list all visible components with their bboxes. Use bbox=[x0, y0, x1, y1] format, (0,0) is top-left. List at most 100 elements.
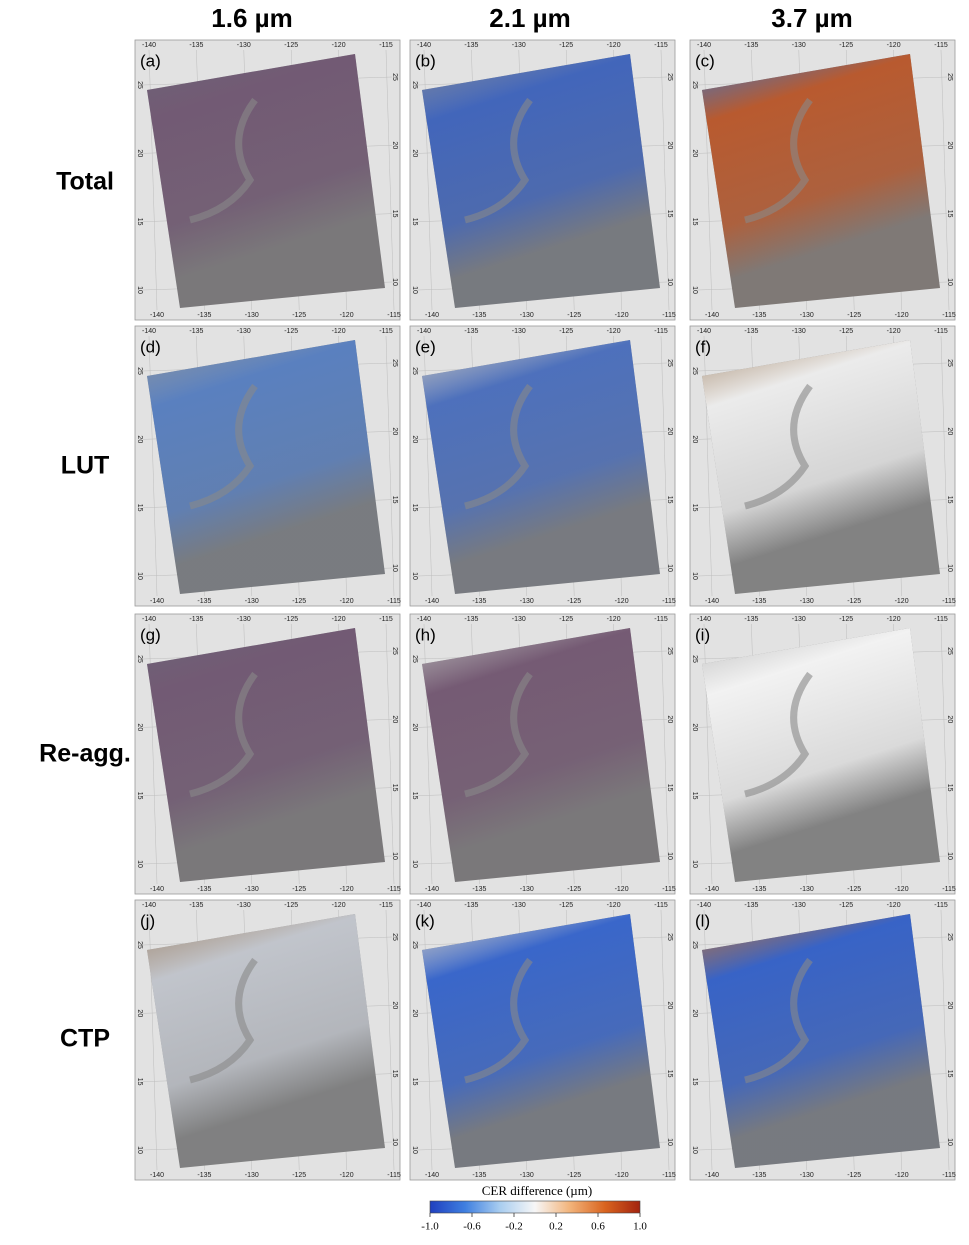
lon-tick-label: -115 bbox=[387, 1172, 401, 1179]
lon-tick-label: -130 bbox=[800, 886, 814, 893]
swath-overlay bbox=[702, 54, 940, 308]
lon-tick-label: -125 bbox=[292, 886, 306, 893]
map-panel: -140-140-135-135-130-130-125-125-120-120… bbox=[410, 40, 676, 320]
lon-tick-label: -130 bbox=[512, 616, 526, 623]
swath-overlay bbox=[702, 340, 940, 594]
lon-tick-label: -140 bbox=[417, 616, 431, 623]
lat-tick-label: 20 bbox=[391, 715, 398, 723]
lon-tick-label: -140 bbox=[425, 312, 439, 319]
lat-tick-label: 15 bbox=[136, 504, 143, 512]
panel-label: (l) bbox=[695, 911, 710, 930]
lon-tick-label: -135 bbox=[197, 598, 211, 605]
map-panel: -140-140-135-135-130-130-125-125-120-120… bbox=[690, 900, 956, 1180]
lon-tick-label: -115 bbox=[654, 902, 668, 909]
lon-tick-label: -125 bbox=[559, 616, 573, 623]
lon-tick-label: -115 bbox=[662, 312, 676, 319]
lon-tick-label: -115 bbox=[934, 616, 948, 623]
colorbar-tick-label: 0.2 bbox=[549, 1221, 563, 1233]
row-label: LUT bbox=[61, 452, 110, 480]
lat-tick-label: 10 bbox=[666, 852, 673, 860]
lat-tick-label: 10 bbox=[691, 286, 698, 294]
lat-tick-label: 20 bbox=[411, 723, 418, 731]
lon-tick-label: -135 bbox=[464, 328, 478, 335]
panel-label: (d) bbox=[140, 337, 161, 356]
lon-tick-label: -140 bbox=[425, 886, 439, 893]
lon-tick-label: -135 bbox=[472, 598, 486, 605]
lon-tick-label: -135 bbox=[744, 42, 758, 49]
lon-tick-label: -115 bbox=[654, 42, 668, 49]
lon-tick-label: -120 bbox=[332, 42, 346, 49]
lat-tick-label: 15 bbox=[391, 1070, 398, 1078]
lon-tick-label: -140 bbox=[142, 902, 156, 909]
lon-tick-label: -130 bbox=[792, 42, 806, 49]
panel-label: (f) bbox=[695, 337, 711, 356]
lat-tick-label: 15 bbox=[691, 504, 698, 512]
swath-overlay bbox=[147, 914, 385, 1168]
row-label: Re-agg. bbox=[39, 740, 131, 768]
lon-tick-label: -115 bbox=[387, 598, 401, 605]
lon-tick-label: -135 bbox=[472, 1172, 486, 1179]
lat-tick-label: 15 bbox=[136, 218, 143, 226]
lat-tick-label: 25 bbox=[391, 359, 398, 367]
lon-tick-label: -140 bbox=[425, 598, 439, 605]
swath-overlay bbox=[422, 54, 660, 308]
lat-tick-label: 10 bbox=[391, 1138, 398, 1146]
lon-tick-label: -115 bbox=[379, 902, 393, 909]
lat-tick-label: 15 bbox=[136, 1078, 143, 1086]
lon-tick-label: -125 bbox=[292, 598, 306, 605]
lat-tick-label: 10 bbox=[691, 1146, 698, 1154]
lon-tick-label: -115 bbox=[662, 1172, 676, 1179]
map-panel: -140-140-135-135-130-130-125-125-120-120… bbox=[135, 40, 401, 320]
lon-tick-label: -115 bbox=[934, 902, 948, 909]
lon-tick-label: -125 bbox=[284, 902, 298, 909]
lon-tick-label: -135 bbox=[464, 42, 478, 49]
lon-tick-label: -140 bbox=[417, 902, 431, 909]
panel-label: (g) bbox=[140, 625, 161, 644]
lat-tick-label: 15 bbox=[666, 1070, 673, 1078]
lat-tick-label: 20 bbox=[411, 1009, 418, 1017]
lon-tick-label: -125 bbox=[559, 328, 573, 335]
lon-tick-label: -125 bbox=[839, 328, 853, 335]
lon-tick-label: -135 bbox=[189, 328, 203, 335]
lon-tick-label: -115 bbox=[379, 42, 393, 49]
lon-tick-label: -120 bbox=[887, 42, 901, 49]
lon-tick-label: -120 bbox=[887, 616, 901, 623]
lon-tick-label: -115 bbox=[942, 886, 956, 893]
swath-overlay bbox=[147, 54, 385, 308]
lon-tick-label: -115 bbox=[654, 616, 668, 623]
lon-tick-label: -135 bbox=[197, 1172, 211, 1179]
lon-tick-label: -140 bbox=[697, 616, 711, 623]
map-panel: -140-140-135-135-130-130-125-125-120-120… bbox=[690, 326, 956, 606]
lon-tick-label: -140 bbox=[150, 312, 164, 319]
lon-tick-label: -115 bbox=[942, 598, 956, 605]
swath-overlay bbox=[422, 914, 660, 1168]
lon-tick-label: -125 bbox=[847, 1172, 861, 1179]
lat-tick-label: 25 bbox=[136, 81, 143, 89]
lon-tick-label: -140 bbox=[697, 902, 711, 909]
lon-tick-label: -125 bbox=[847, 598, 861, 605]
lon-tick-label: -130 bbox=[237, 616, 251, 623]
lon-tick-label: -115 bbox=[942, 1172, 956, 1179]
colorbar-tick-label: 1.0 bbox=[633, 1221, 647, 1233]
lat-tick-label: 25 bbox=[691, 81, 698, 89]
lat-tick-label: 25 bbox=[666, 73, 673, 81]
lat-tick-label: 15 bbox=[411, 504, 418, 512]
lon-tick-label: -135 bbox=[472, 886, 486, 893]
lat-tick-label: 20 bbox=[136, 149, 143, 157]
lat-tick-label: 25 bbox=[946, 359, 953, 367]
lon-tick-label: -120 bbox=[887, 902, 901, 909]
panel-label: (h) bbox=[415, 625, 436, 644]
lon-tick-label: -135 bbox=[744, 616, 758, 623]
lat-tick-label: 15 bbox=[666, 496, 673, 504]
lon-tick-label: -140 bbox=[705, 312, 719, 319]
lat-tick-label: 25 bbox=[391, 933, 398, 941]
lat-tick-label: 25 bbox=[411, 941, 418, 949]
lat-tick-label: 20 bbox=[391, 427, 398, 435]
lat-tick-label: 10 bbox=[946, 564, 953, 572]
lon-tick-label: -140 bbox=[142, 616, 156, 623]
lat-tick-label: 25 bbox=[946, 647, 953, 655]
lat-tick-label: 10 bbox=[946, 1138, 953, 1146]
lat-tick-label: 25 bbox=[691, 941, 698, 949]
lat-tick-label: 15 bbox=[946, 784, 953, 792]
lon-tick-label: -120 bbox=[895, 598, 909, 605]
